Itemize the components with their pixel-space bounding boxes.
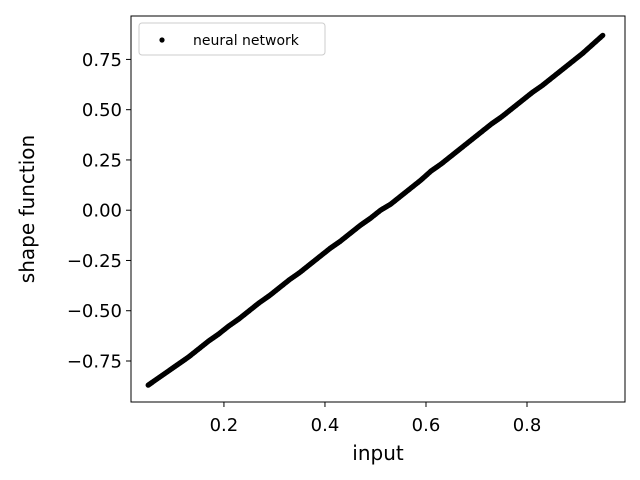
x-tick-label: 0.8: [513, 415, 542, 436]
legend-box: [138, 22, 326, 56]
y-tick-label: −0.75: [67, 351, 122, 372]
y-tick-label: 0.50: [82, 100, 122, 121]
y-tick-label: 0.25: [82, 150, 122, 171]
x-axis-label: input: [352, 441, 404, 465]
x-tick-label: 0.4: [311, 415, 340, 436]
data-points: [145, 32, 606, 388]
scatter-point: [600, 32, 606, 38]
y-tick-label: 0.00: [82, 201, 122, 222]
x-tick-label: 0.6: [412, 415, 441, 436]
x-tick-label: 0.2: [210, 415, 239, 436]
y-tick-label: 0.75: [82, 50, 122, 71]
x-axis: 0.2 0.4 0.6 0.8: [210, 402, 542, 436]
legend: neural network: [138, 22, 326, 56]
y-tick-label: −0.25: [67, 251, 122, 272]
y-axis-label: shape function: [15, 135, 39, 283]
plot-frame: [130, 15, 626, 403]
legend-marker: [159, 37, 165, 43]
legend-label: neural network: [193, 33, 300, 49]
y-axis: −0.75 −0.50 −0.25 0.00 0.25 0.50 0.75: [67, 50, 131, 372]
y-tick-label: −0.50: [67, 301, 122, 322]
